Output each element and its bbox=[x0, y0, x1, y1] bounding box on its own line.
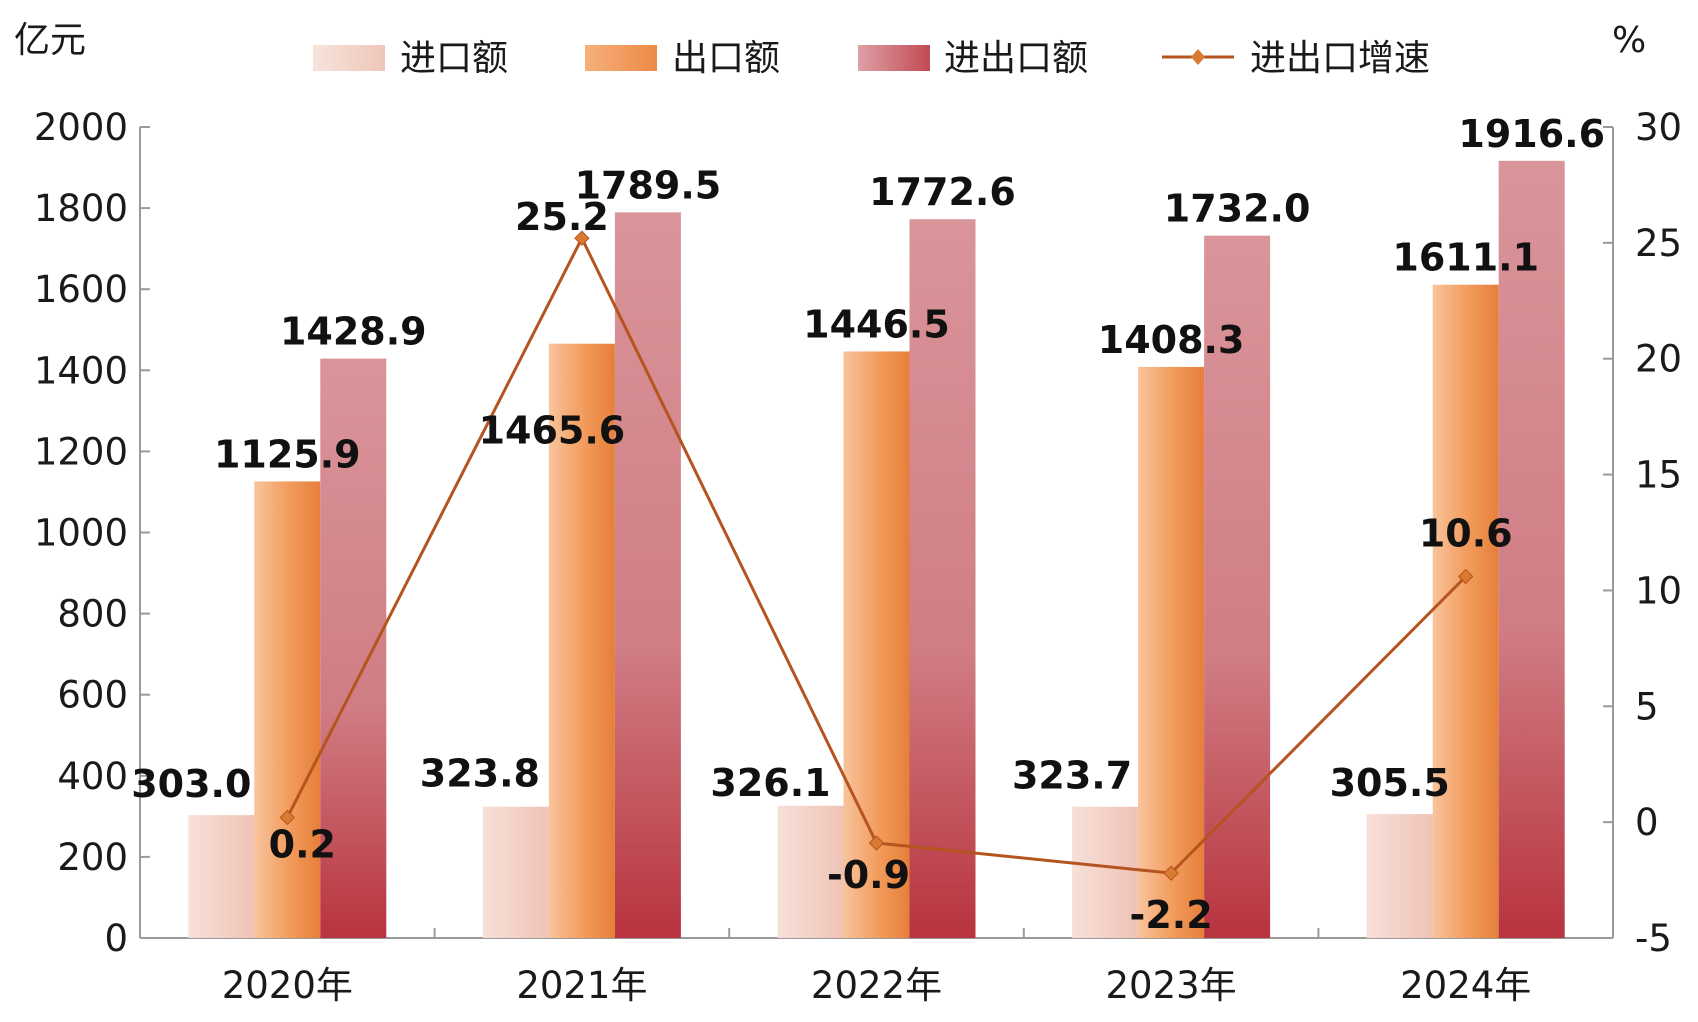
import-bar bbox=[188, 815, 255, 938]
legend: 进口额 出口额 进出口额 进出口增速 bbox=[313, 38, 1430, 79]
left-tick-label: 1000 bbox=[34, 512, 128, 555]
growth-point bbox=[1163, 865, 1179, 881]
import-bar bbox=[777, 805, 844, 938]
right-tick-label: -5 bbox=[1635, 917, 1672, 960]
x-tick-label: 2021年 bbox=[516, 964, 647, 1007]
growth-point bbox=[574, 230, 590, 246]
export-bar bbox=[254, 481, 321, 938]
export-value-label: 1611.1 bbox=[1392, 236, 1539, 280]
total-value-label: 1732.0 bbox=[1164, 187, 1311, 231]
total-bar bbox=[614, 212, 681, 938]
growth-value-label: 0.2 bbox=[269, 823, 336, 867]
export-value-label: 1125.9 bbox=[214, 432, 361, 476]
growth-point bbox=[868, 835, 885, 851]
left-tick-label: 1800 bbox=[34, 187, 128, 230]
right-axis-unit: % bbox=[1612, 20, 1646, 61]
right-tick-label: 30 bbox=[1635, 106, 1682, 149]
import-value-label: 303.0 bbox=[131, 762, 251, 806]
x-tick-label: 2024年 bbox=[1400, 964, 1531, 1007]
import-value-label: 323.8 bbox=[420, 752, 540, 796]
left-tick-label: 2000 bbox=[34, 106, 128, 149]
left-tick-label: 1600 bbox=[34, 268, 128, 311]
left-tick-label: 1200 bbox=[34, 430, 128, 473]
right-tick-label: 25 bbox=[1635, 222, 1682, 265]
export-bar bbox=[548, 343, 615, 938]
right-tick-label: 0 bbox=[1635, 801, 1659, 844]
total-value-label: 1772.6 bbox=[869, 170, 1016, 214]
import-value-label: 323.7 bbox=[1012, 754, 1132, 798]
left-tick-label: 800 bbox=[57, 593, 128, 636]
legend-label-growth: 进出口增速 bbox=[1250, 38, 1430, 79]
export-bar bbox=[1432, 284, 1499, 938]
growth-point bbox=[1457, 568, 1474, 585]
import-bar bbox=[1072, 806, 1139, 938]
total-value-label: 1789.5 bbox=[575, 163, 722, 207]
left-tick-label: 600 bbox=[57, 674, 128, 717]
legend-swatch-export bbox=[585, 45, 657, 71]
x-tick-label: 2023年 bbox=[1106, 964, 1237, 1007]
legend-label-total: 进出口额 bbox=[944, 38, 1088, 79]
right-axis-ticks: -5 0 5 10 15 20 25 30 bbox=[1603, 106, 1682, 960]
growth-value-label: -2.2 bbox=[1130, 893, 1213, 937]
right-tick-label: 10 bbox=[1635, 569, 1682, 612]
growth-value-label: 10.6 bbox=[1419, 512, 1513, 556]
growth-point bbox=[279, 809, 296, 826]
import-value-label: 305.5 bbox=[1330, 761, 1450, 805]
export-value-label: 1408.3 bbox=[1098, 318, 1245, 362]
total-bar bbox=[1498, 160, 1565, 938]
legend-swatch-growth-marker bbox=[1191, 49, 1205, 65]
legend-swatch-import bbox=[313, 45, 385, 71]
x-axis-ticks: 2020年 2021年 2022年 2023年 2024年 bbox=[222, 928, 1531, 1007]
x-tick-label: 2020年 bbox=[222, 964, 353, 1007]
data-labels: 303.0 323.8 326.1 323.7 305.5 1125.9 1465.6 144… bbox=[131, 112, 1605, 937]
right-tick-label: 15 bbox=[1635, 454, 1682, 497]
export-bar bbox=[1138, 366, 1205, 939]
left-tick-label: 200 bbox=[57, 836, 128, 879]
growth-line-series bbox=[279, 230, 1474, 881]
legend-swatch-total bbox=[858, 45, 930, 71]
total-bar bbox=[1204, 235, 1271, 938]
export-value-label: 1465.6 bbox=[479, 409, 626, 453]
legend-label-import: 进口额 bbox=[400, 38, 508, 79]
right-tick-label: 20 bbox=[1635, 338, 1682, 381]
left-tick-label: 1400 bbox=[34, 349, 128, 392]
export-value-label: 1446.5 bbox=[803, 302, 950, 346]
right-tick-label: 5 bbox=[1635, 685, 1659, 728]
total-value-label: 1916.6 bbox=[1458, 112, 1605, 156]
growth-value-label: 25.2 bbox=[515, 195, 609, 239]
x-tick-label: 2022年 bbox=[811, 964, 942, 1007]
growth-value-label: -0.9 bbox=[827, 853, 910, 897]
total-value-label: 1428.9 bbox=[280, 310, 427, 354]
import-bar bbox=[482, 806, 549, 938]
import-bar bbox=[1366, 814, 1433, 938]
total-bar bbox=[909, 219, 976, 938]
left-tick-label: 400 bbox=[57, 755, 128, 798]
total-bar bbox=[320, 358, 387, 938]
import-value-label: 326.1 bbox=[710, 761, 830, 805]
left-tick-label: 0 bbox=[104, 917, 128, 960]
legend-label-export: 出口额 bbox=[672, 38, 780, 79]
left-axis-unit: 亿元 bbox=[14, 20, 86, 61]
bars bbox=[188, 160, 1565, 939]
left-axis-ticks: 0 200 400 600 800 1000 1200 1400 1600 1800 2000 bbox=[34, 106, 150, 960]
